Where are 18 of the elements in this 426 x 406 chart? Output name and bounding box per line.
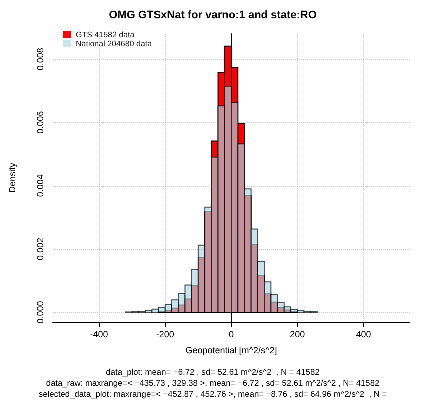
y-tick-label: 0.000 — [36, 301, 46, 324]
text: data_raw: maxrange=< −435.73 , 329.38 >, mean= −6.72 , sd= 52.61 m^2/s^2 , N= 41582 — [46, 378, 380, 388]
y-axis-title: Density — [8, 162, 18, 194]
y-tick-label: 0.008 — [36, 48, 46, 71]
x-tick-label: 400 — [356, 330, 372, 340]
chart-title: OMG GTSxNat for varno:1 and state:RO — [109, 10, 318, 22]
text: selected_data_plot: maxrange=< −452.87 , 452.76 >, mean= −8.76 , sd= 64.96 m^2/s^2 , N = — [38, 389, 388, 399]
legend-label: GTS 41582 data — [76, 30, 136, 40]
x-axis-title: Geopotential [m^2/s^2] — [186, 346, 278, 356]
y-tick-label: 0.004 — [36, 174, 46, 198]
x-tick-label: -200 — [156, 330, 174, 340]
y-tick-label: 0.006 — [36, 111, 46, 134]
y-tick-label: 0.002 — [36, 238, 46, 260]
x-tick-label: 200 — [290, 330, 306, 340]
text: data_plot: mean= −6.72 , sd= 52.61 m^2/s^2 , N = 41582 — [106, 367, 320, 377]
legend-label: National 204680 data — [76, 40, 153, 48]
x-tick-label: 0 — [228, 330, 234, 340]
x-tick-label: -400 — [90, 330, 108, 340]
